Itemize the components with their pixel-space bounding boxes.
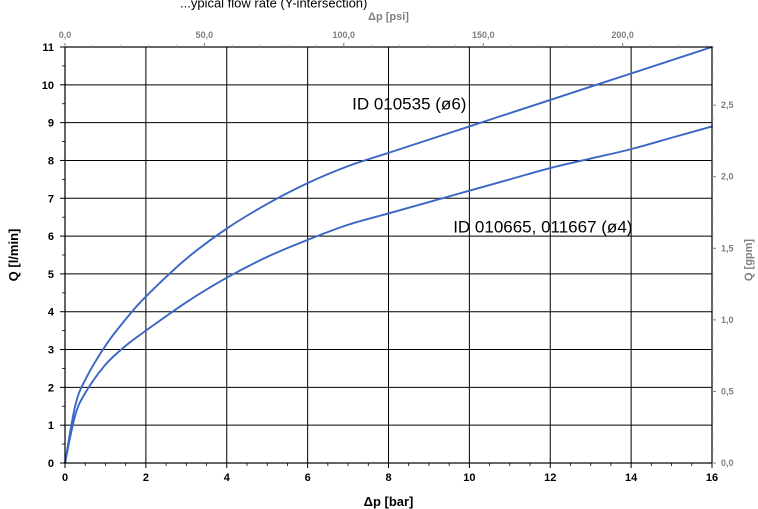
y-tick-label: 5: [48, 269, 54, 281]
y-tick-label: 0: [48, 458, 54, 470]
y-tick-label: 11: [42, 42, 54, 54]
x-tick-label: 12: [544, 472, 556, 484]
y2-tick-label: 2,5: [721, 100, 734, 110]
x2-tick-label: 150,0: [472, 30, 495, 40]
secondary-x-axis-title: Δp [psi]: [368, 11, 409, 23]
series-line-0: [64, 46, 713, 464]
x-tick-label: 6: [305, 472, 311, 484]
curve-label-d6: ID 010535 (ø6): [352, 94, 466, 113]
y-tick-label: 9: [48, 118, 54, 130]
series-group: [64, 46, 713, 464]
y-tick-label: 1: [48, 420, 54, 432]
x2-tick-label: 0,0: [59, 30, 72, 40]
x2-tick-label: 50,0: [196, 30, 214, 40]
y-tick-label: 7: [48, 193, 54, 205]
y-tick-label: 4: [48, 307, 55, 319]
series-line-1: [64, 125, 713, 464]
y2-tick-label: 0,5: [721, 386, 734, 396]
x-tick-label: 10: [463, 472, 475, 484]
x-tick-label: 14: [625, 472, 638, 484]
y2-tick-label: 1,0: [721, 315, 734, 325]
y2-tick-label: 0,0: [721, 458, 734, 468]
y2-tick-label: 2,0: [721, 172, 734, 182]
x-tick-label: 2: [143, 472, 149, 484]
y-axis-title: Q [l/min]: [6, 229, 21, 282]
x-tick-label: 4: [224, 472, 231, 484]
x-tick-label: 0: [62, 472, 68, 484]
curve-label-d4: ID 010665, 011667 (ø4): [453, 217, 632, 236]
chart-title: ...ypical flow rate (Y-intersection): [180, 0, 367, 10]
y2-tick-label: 1,5: [721, 243, 734, 253]
x-axis-title: Δp [bar]: [364, 494, 414, 509]
x-tick-label: 8: [385, 472, 391, 484]
x2-tick-label: 100,0: [333, 30, 356, 40]
secondary-y-axis-title: Q [gpm]: [743, 239, 755, 281]
x2-tick-label: 200,0: [611, 30, 634, 40]
y-tick-label: 2: [48, 382, 54, 394]
ticks-group: [60, 43, 716, 468]
y-tick-label: 3: [48, 345, 54, 357]
x-tick-label: 16: [706, 472, 718, 484]
y-tick-label: 10: [42, 80, 54, 92]
y-tick-label: 6: [48, 231, 54, 243]
y-tick-label: 8: [48, 155, 54, 167]
